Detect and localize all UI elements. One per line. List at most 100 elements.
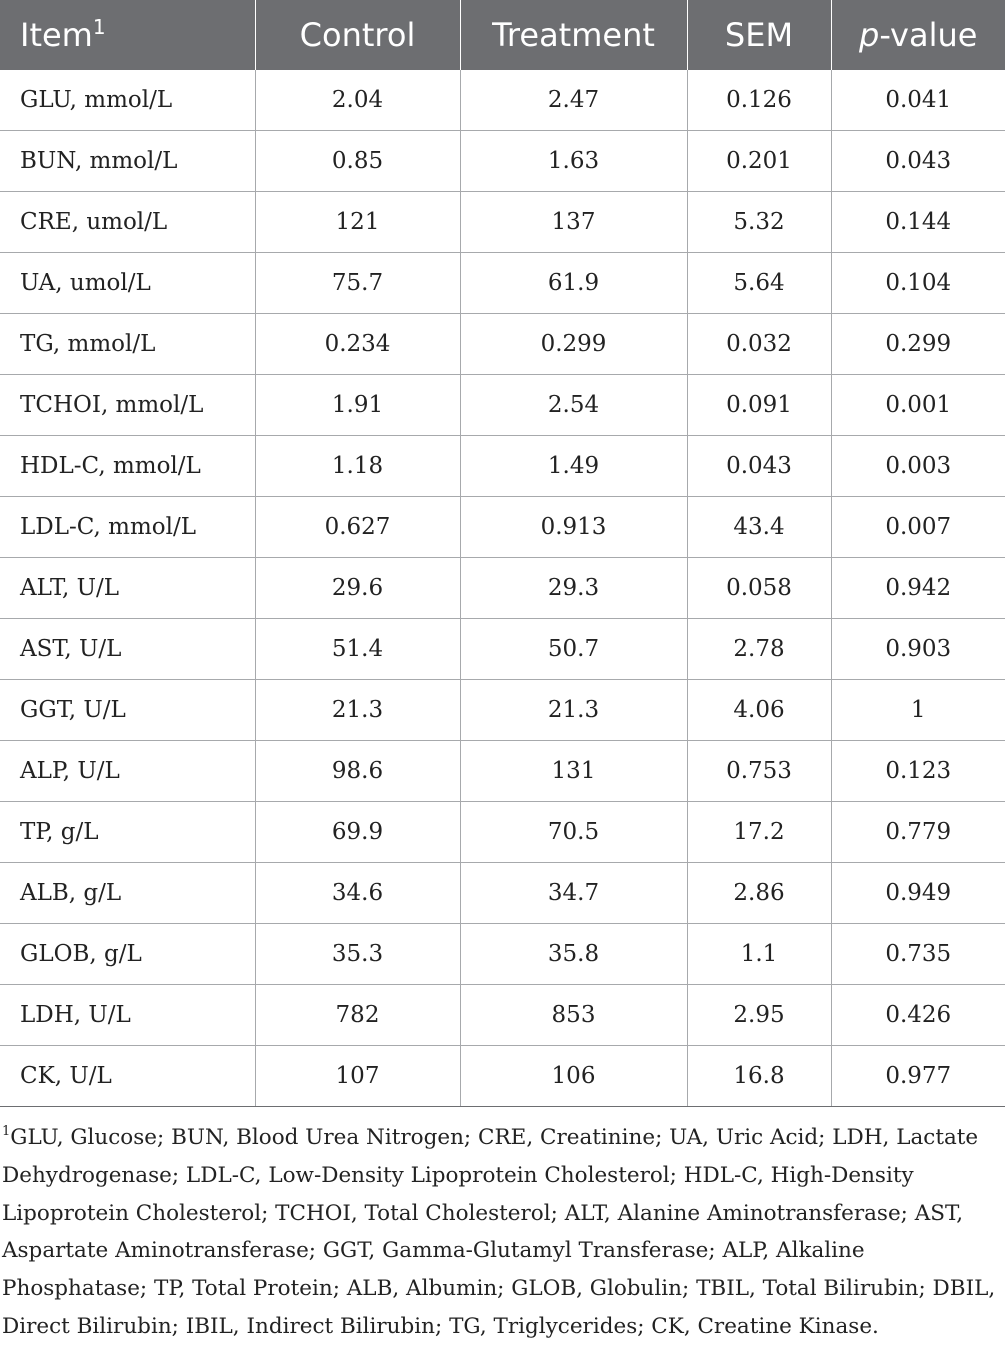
cell-item: BUN, mmol/L	[0, 130, 256, 192]
cell-p: 0.949	[831, 862, 1005, 924]
cell-p: 0.735	[831, 923, 1005, 985]
header-item-label: Item	[20, 16, 93, 54]
header-row: Item1 Control Treatment SEM p-value	[0, 0, 1005, 70]
cell-item: HDL-C, mmol/L	[0, 435, 256, 497]
cell-control: 0.234	[255, 313, 461, 375]
cell-p: 0.942	[831, 557, 1005, 619]
cell-control: 2.04	[255, 70, 461, 131]
cell-treatment: 1.49	[460, 435, 688, 497]
cell-control: 782	[255, 984, 461, 1046]
cell-control: 107	[255, 1045, 461, 1107]
cell-treatment: 35.8	[460, 923, 688, 985]
table-row: TP, g/L 69.9 70.5 17.2 0.779	[0, 801, 1005, 863]
cell-sem: 5.64	[687, 252, 832, 314]
cell-item: LDH, U/L	[0, 984, 256, 1046]
cell-sem: 0.043	[687, 435, 832, 497]
cell-treatment: 137	[460, 191, 688, 253]
cell-p: 0.001	[831, 374, 1005, 436]
cell-sem: 0.058	[687, 557, 832, 619]
cell-p: 0.041	[831, 70, 1005, 131]
cell-item: GLOB, g/L	[0, 923, 256, 985]
cell-sem: 2.86	[687, 862, 832, 924]
cell-p: 0.299	[831, 313, 1005, 375]
cell-item: GGT, U/L	[0, 679, 256, 741]
cell-item: ALB, g/L	[0, 862, 256, 924]
cell-control: 51.4	[255, 618, 461, 680]
table-row: TG, mmol/L 0.234 0.299 0.032 0.299	[0, 313, 1005, 375]
cell-sem: 0.091	[687, 374, 832, 436]
cell-treatment: 2.54	[460, 374, 688, 436]
cell-p: 0.104	[831, 252, 1005, 314]
table-row: ALT, U/L 29.6 29.3 0.058 0.942	[0, 557, 1005, 619]
cell-treatment: 106	[460, 1045, 688, 1107]
header-sem: SEM	[687, 0, 832, 70]
table-row: AST, U/L 51.4 50.7 2.78 0.903	[0, 618, 1005, 680]
cell-sem: 0.753	[687, 740, 832, 802]
cell-control: 1.91	[255, 374, 461, 436]
cell-treatment: 853	[460, 984, 688, 1046]
cell-control: 69.9	[255, 801, 461, 863]
cell-sem: 17.2	[687, 801, 832, 863]
cell-treatment: 34.7	[460, 862, 688, 924]
cell-sem: 4.06	[687, 679, 832, 741]
table-row: LDL-C, mmol/L 0.627 0.913 43.4 0.007	[0, 496, 1005, 558]
cell-control: 21.3	[255, 679, 461, 741]
cell-control: 121	[255, 191, 461, 253]
cell-item: TCHOI, mmol/L	[0, 374, 256, 436]
table-row: GLU, mmol/L 2.04 2.47 0.126 0.041	[0, 70, 1005, 131]
header-p-rest: -value	[879, 16, 978, 54]
table-row: UA, umol/L 75.7 61.9 5.64 0.104	[0, 252, 1005, 314]
cell-control: 29.6	[255, 557, 461, 619]
header-p-value: p-value	[831, 0, 1005, 70]
cell-treatment: 0.299	[460, 313, 688, 375]
cell-treatment: 70.5	[460, 801, 688, 863]
cell-sem: 43.4	[687, 496, 832, 558]
table-body: GLU, mmol/L 2.04 2.47 0.126 0.041 BUN, mmol/L…	[0, 70, 1005, 1107]
cell-treatment: 1.63	[460, 130, 688, 192]
cell-item: CK, U/L	[0, 1045, 256, 1107]
cell-item: ALP, U/L	[0, 740, 256, 802]
header-control: Control	[255, 0, 461, 70]
table-row: GGT, U/L 21.3 21.3 4.06 1	[0, 679, 1005, 741]
cell-p: 0.144	[831, 191, 1005, 253]
cell-item: TG, mmol/L	[0, 313, 256, 375]
cell-treatment: 21.3	[460, 679, 688, 741]
cell-sem: 0.032	[687, 313, 832, 375]
cell-p: 0.779	[831, 801, 1005, 863]
cell-treatment: 0.913	[460, 496, 688, 558]
cell-p: 1	[831, 679, 1005, 741]
cell-sem: 1.1	[687, 923, 832, 985]
header-item-footnote-marker: 1	[92, 15, 106, 39]
cell-control: 75.7	[255, 252, 461, 314]
footnote-text: GLU, Glucose; BUN, Blood Urea Nitrogen; …	[2, 1125, 996, 1339]
cell-item: CRE, umol/L	[0, 191, 256, 253]
cell-sem: 16.8	[687, 1045, 832, 1107]
cell-treatment: 50.7	[460, 618, 688, 680]
cell-item: GLU, mmol/L	[0, 70, 256, 131]
cell-control: 35.3	[255, 923, 461, 985]
table-row: CRE, umol/L 121 137 5.32 0.144	[0, 191, 1005, 253]
cell-item: AST, U/L	[0, 618, 256, 680]
cell-treatment: 61.9	[460, 252, 688, 314]
cell-p: 0.003	[831, 435, 1005, 497]
cell-control: 0.627	[255, 496, 461, 558]
cell-control: 0.85	[255, 130, 461, 192]
cell-p: 0.426	[831, 984, 1005, 1046]
header-item: Item1	[0, 0, 256, 70]
table-row: TCHOI, mmol/L 1.91 2.54 0.091 0.001	[0, 374, 1005, 436]
cell-sem: 2.78	[687, 618, 832, 680]
cell-sem: 0.201	[687, 130, 832, 192]
table-row: GLOB, g/L 35.3 35.8 1.1 0.735	[0, 923, 1005, 985]
cell-p: 0.123	[831, 740, 1005, 802]
header-treatment: Treatment	[460, 0, 688, 70]
cell-p: 0.007	[831, 496, 1005, 558]
cell-control: 1.18	[255, 435, 461, 497]
table-row: CK, U/L 107 106 16.8 0.977	[0, 1045, 1005, 1107]
table-row: HDL-C, mmol/L 1.18 1.49 0.043 0.003	[0, 435, 1005, 497]
cell-control: 34.6	[255, 862, 461, 924]
cell-control: 98.6	[255, 740, 461, 802]
cell-item: UA, umol/L	[0, 252, 256, 314]
footnote-marker: 1	[2, 1124, 11, 1139]
table-header: Item1 Control Treatment SEM p-value	[0, 0, 1005, 70]
cell-p: 0.977	[831, 1045, 1005, 1107]
